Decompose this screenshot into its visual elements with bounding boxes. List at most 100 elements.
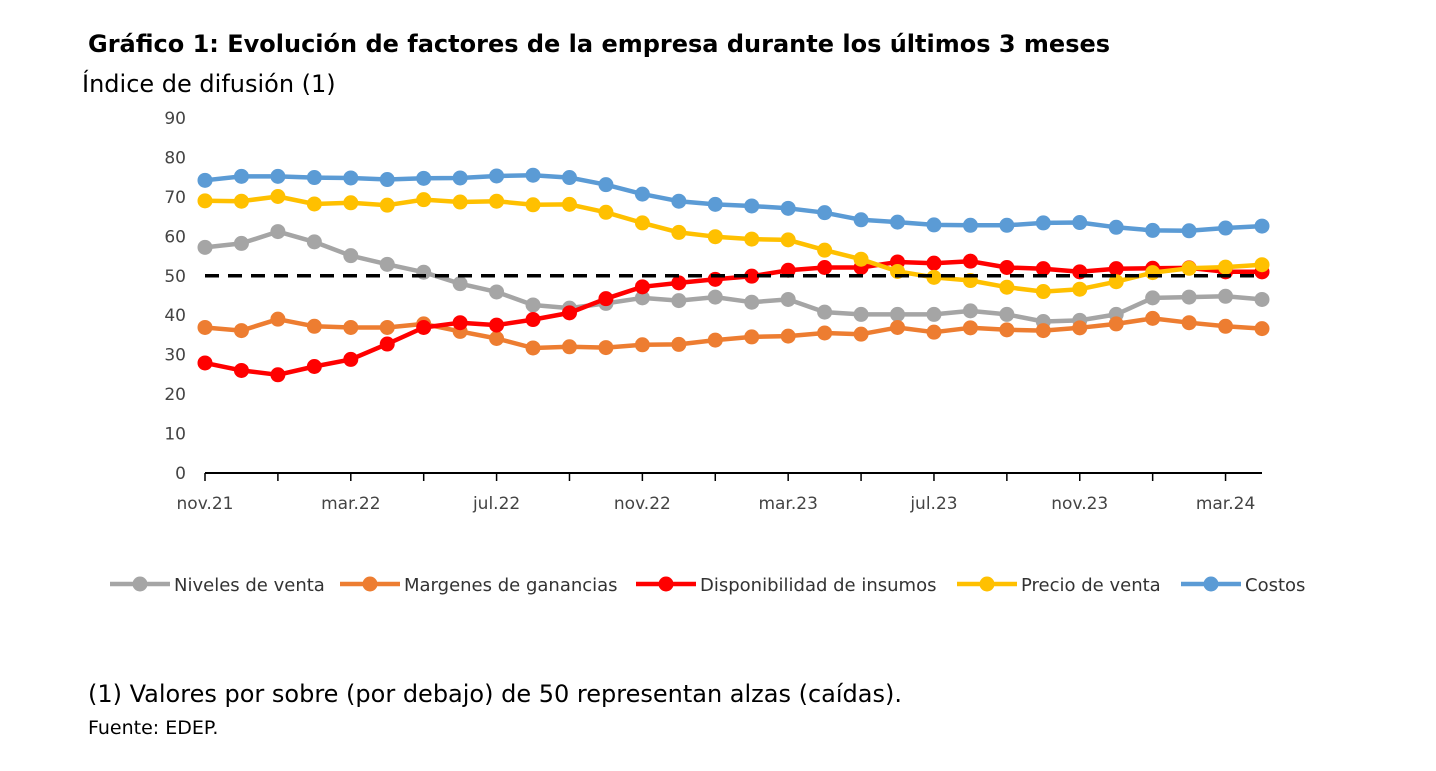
data-point <box>197 172 213 188</box>
data-point <box>634 215 650 231</box>
data-point <box>270 224 286 240</box>
data-point <box>561 339 577 355</box>
y-tick-label: 50 <box>164 267 186 287</box>
data-point <box>306 359 322 374</box>
legend-swatch-marker <box>132 576 148 592</box>
data-point <box>926 306 942 322</box>
y-tick-label: 90 <box>164 109 186 129</box>
data-point <box>817 325 833 341</box>
data-point <box>999 217 1015 233</box>
data-point <box>780 291 796 307</box>
data-point <box>962 253 978 269</box>
legend-swatch-marker <box>658 576 674 592</box>
x-axis: nov.21 mar.22 jul.22 nov.22 mar.23 jul.23 nov.… <box>177 472 1262 514</box>
data-point <box>853 212 869 228</box>
data-point <box>780 328 796 344</box>
x-tick-label: mar.22 <box>321 494 380 514</box>
data-point <box>1145 265 1161 281</box>
x-tick-label: nov.23 <box>1051 494 1108 514</box>
data-point <box>634 186 650 202</box>
data-point <box>1254 257 1270 273</box>
legend-swatch-marker <box>362 576 378 592</box>
legend-label: Disponibilidad de insumos <box>700 575 936 596</box>
data-point <box>890 306 906 322</box>
data-point <box>197 319 213 335</box>
data-point <box>233 193 249 209</box>
data-point <box>999 259 1015 275</box>
chart-title: Gráfico 1: Evolución de factores de la e… <box>88 30 1111 58</box>
footnote: (1) Valores por sobre (por debajo) de 50… <box>88 680 902 708</box>
data-point <box>525 312 541 328</box>
data-point <box>926 217 942 233</box>
data-point <box>1072 281 1088 297</box>
data-point <box>926 269 942 285</box>
data-point <box>1145 290 1161 306</box>
data-point <box>197 239 213 255</box>
data-point <box>525 340 541 356</box>
data-point <box>598 177 614 193</box>
data-point <box>306 318 322 334</box>
data-point <box>561 196 577 212</box>
data-point <box>1181 260 1197 276</box>
data-point <box>926 324 942 340</box>
legend-item: Margenes de ganancias <box>340 575 618 596</box>
data-point <box>306 234 322 250</box>
y-tick-label: 40 <box>164 306 186 326</box>
data-point <box>416 319 432 335</box>
data-point <box>270 311 286 327</box>
data-point <box>270 168 286 184</box>
data-point <box>780 200 796 216</box>
data-point <box>343 170 359 186</box>
y-axis: 0 10 20 30 40 50 60 70 80 90 <box>164 109 186 484</box>
legend-item: Niveles de venta <box>110 575 325 596</box>
legend-item: Precio de venta <box>957 575 1161 596</box>
data-point <box>598 291 614 307</box>
y-tick-label: 20 <box>164 385 186 405</box>
data-point <box>744 268 760 284</box>
data-point <box>561 305 577 321</box>
y-tick-label: 80 <box>164 148 186 168</box>
data-point <box>890 319 906 335</box>
data-point <box>1254 218 1270 234</box>
data-point <box>343 319 359 335</box>
data-point <box>525 167 541 183</box>
source-note: Fuente: EDEP. <box>88 717 219 739</box>
data-point <box>962 217 978 233</box>
y-tick-label: 30 <box>164 346 186 366</box>
data-point <box>671 193 687 209</box>
data-point <box>598 204 614 220</box>
data-point <box>926 255 942 271</box>
data-point <box>1145 310 1161 326</box>
data-point <box>379 319 395 335</box>
data-point <box>561 170 577 186</box>
data-point <box>379 336 395 352</box>
data-point <box>343 248 359 264</box>
data-point <box>707 196 723 212</box>
data-point <box>962 320 978 336</box>
data-point <box>1218 288 1234 304</box>
data-point <box>634 279 650 295</box>
data-point <box>817 242 833 258</box>
data-point <box>233 362 249 378</box>
legend-item: Costos <box>1181 575 1305 596</box>
legend-label: Precio de venta <box>1021 575 1161 596</box>
data-point <box>525 297 541 313</box>
data-point <box>270 188 286 204</box>
data-point <box>452 170 468 186</box>
legend-label: Niveles de venta <box>174 575 325 596</box>
data-point <box>1035 215 1051 231</box>
series-5 <box>197 167 1270 239</box>
series-1 <box>197 224 1270 330</box>
data-point <box>1145 222 1161 238</box>
data-point <box>270 367 286 383</box>
data-point <box>999 306 1015 322</box>
data-point <box>452 276 468 292</box>
data-point <box>197 193 213 209</box>
data-point <box>634 337 650 353</box>
data-point <box>233 168 249 184</box>
data-point <box>1072 215 1088 231</box>
series-line <box>204 316 1263 351</box>
data-point <box>416 192 432 208</box>
y-tick-label: 0 <box>175 464 186 484</box>
